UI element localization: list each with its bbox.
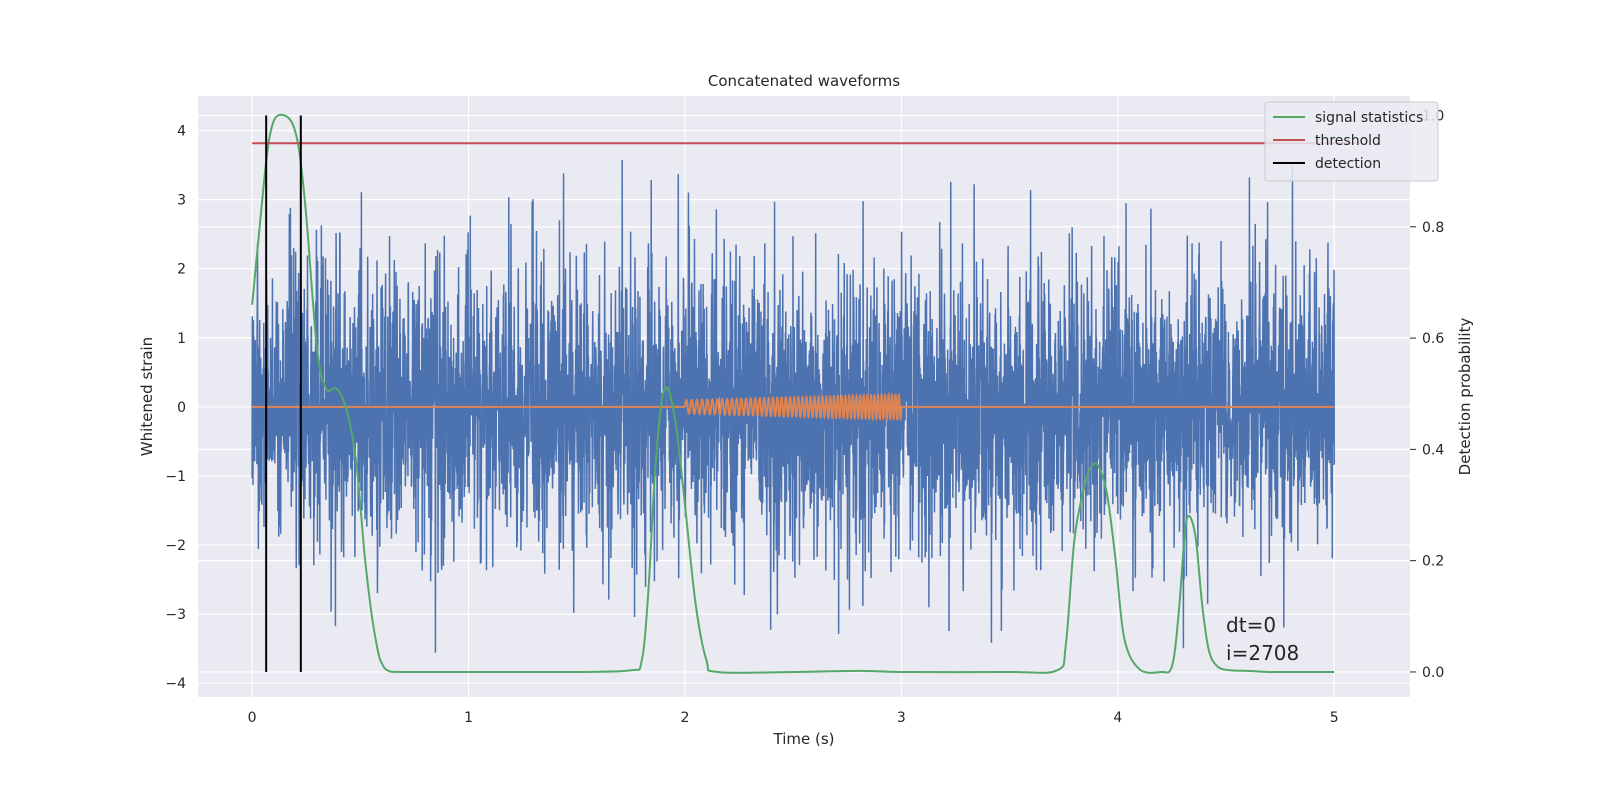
y2-tick-label: 0.2 xyxy=(1422,554,1444,570)
series-layer xyxy=(251,113,1356,674)
legend-box xyxy=(1264,101,1439,182)
annotation-dt: dt=0 xyxy=(1226,613,1276,637)
y2-tick-label: 0.4 xyxy=(1422,442,1444,458)
x-tick-label: 0 xyxy=(248,710,257,726)
legend-label: signal statistics xyxy=(1315,110,1423,126)
y-tick-label: −1 xyxy=(165,469,186,485)
y-axis-label: Whitened strain xyxy=(138,337,156,456)
y-tick-label: 2 xyxy=(177,262,186,278)
y-tick-label: −3 xyxy=(165,607,186,623)
annotations: dt=0 i=2708 xyxy=(1226,613,1299,665)
x-tick-label: 5 xyxy=(1330,710,1339,726)
legend-label: detection xyxy=(1315,156,1381,172)
annotation-index: i=2708 xyxy=(1226,641,1299,665)
y-tick-label: 1 xyxy=(177,331,186,347)
x-tick-label: 4 xyxy=(1113,710,1122,726)
y-tick-labels: −4 −3 −2 −1 0 1 2 3 4 xyxy=(165,124,186,693)
y2-tick-label: 0.8 xyxy=(1422,220,1444,236)
chart-title: Concatenated waveforms xyxy=(708,72,900,90)
x-tick-label: 1 xyxy=(464,710,473,726)
y2-tick-label: 0.0 xyxy=(1422,665,1444,681)
legend: signal statistics threshold detection xyxy=(1264,101,1439,182)
series-injected-chirp xyxy=(252,391,1335,422)
series-signal-statistics xyxy=(251,113,1335,674)
plot-area xyxy=(198,96,1410,697)
y-tick-label: 0 xyxy=(177,400,186,416)
x-tick-label: 3 xyxy=(897,710,906,726)
x-axis-label: Time (s) xyxy=(773,730,835,748)
y-tick-label: −4 xyxy=(165,676,186,692)
x-tick-label: 2 xyxy=(681,710,690,726)
y-tick-label: 3 xyxy=(177,193,186,209)
x-tick-labels: 0 1 2 3 4 5 xyxy=(248,710,1339,726)
y2-tick-label: 0.6 xyxy=(1422,331,1444,347)
legend-label: threshold xyxy=(1315,133,1381,149)
y-tick-label: −2 xyxy=(165,538,186,554)
y2-axis-label: Detection probability xyxy=(1456,318,1474,476)
y-tick-label: 4 xyxy=(177,124,186,140)
